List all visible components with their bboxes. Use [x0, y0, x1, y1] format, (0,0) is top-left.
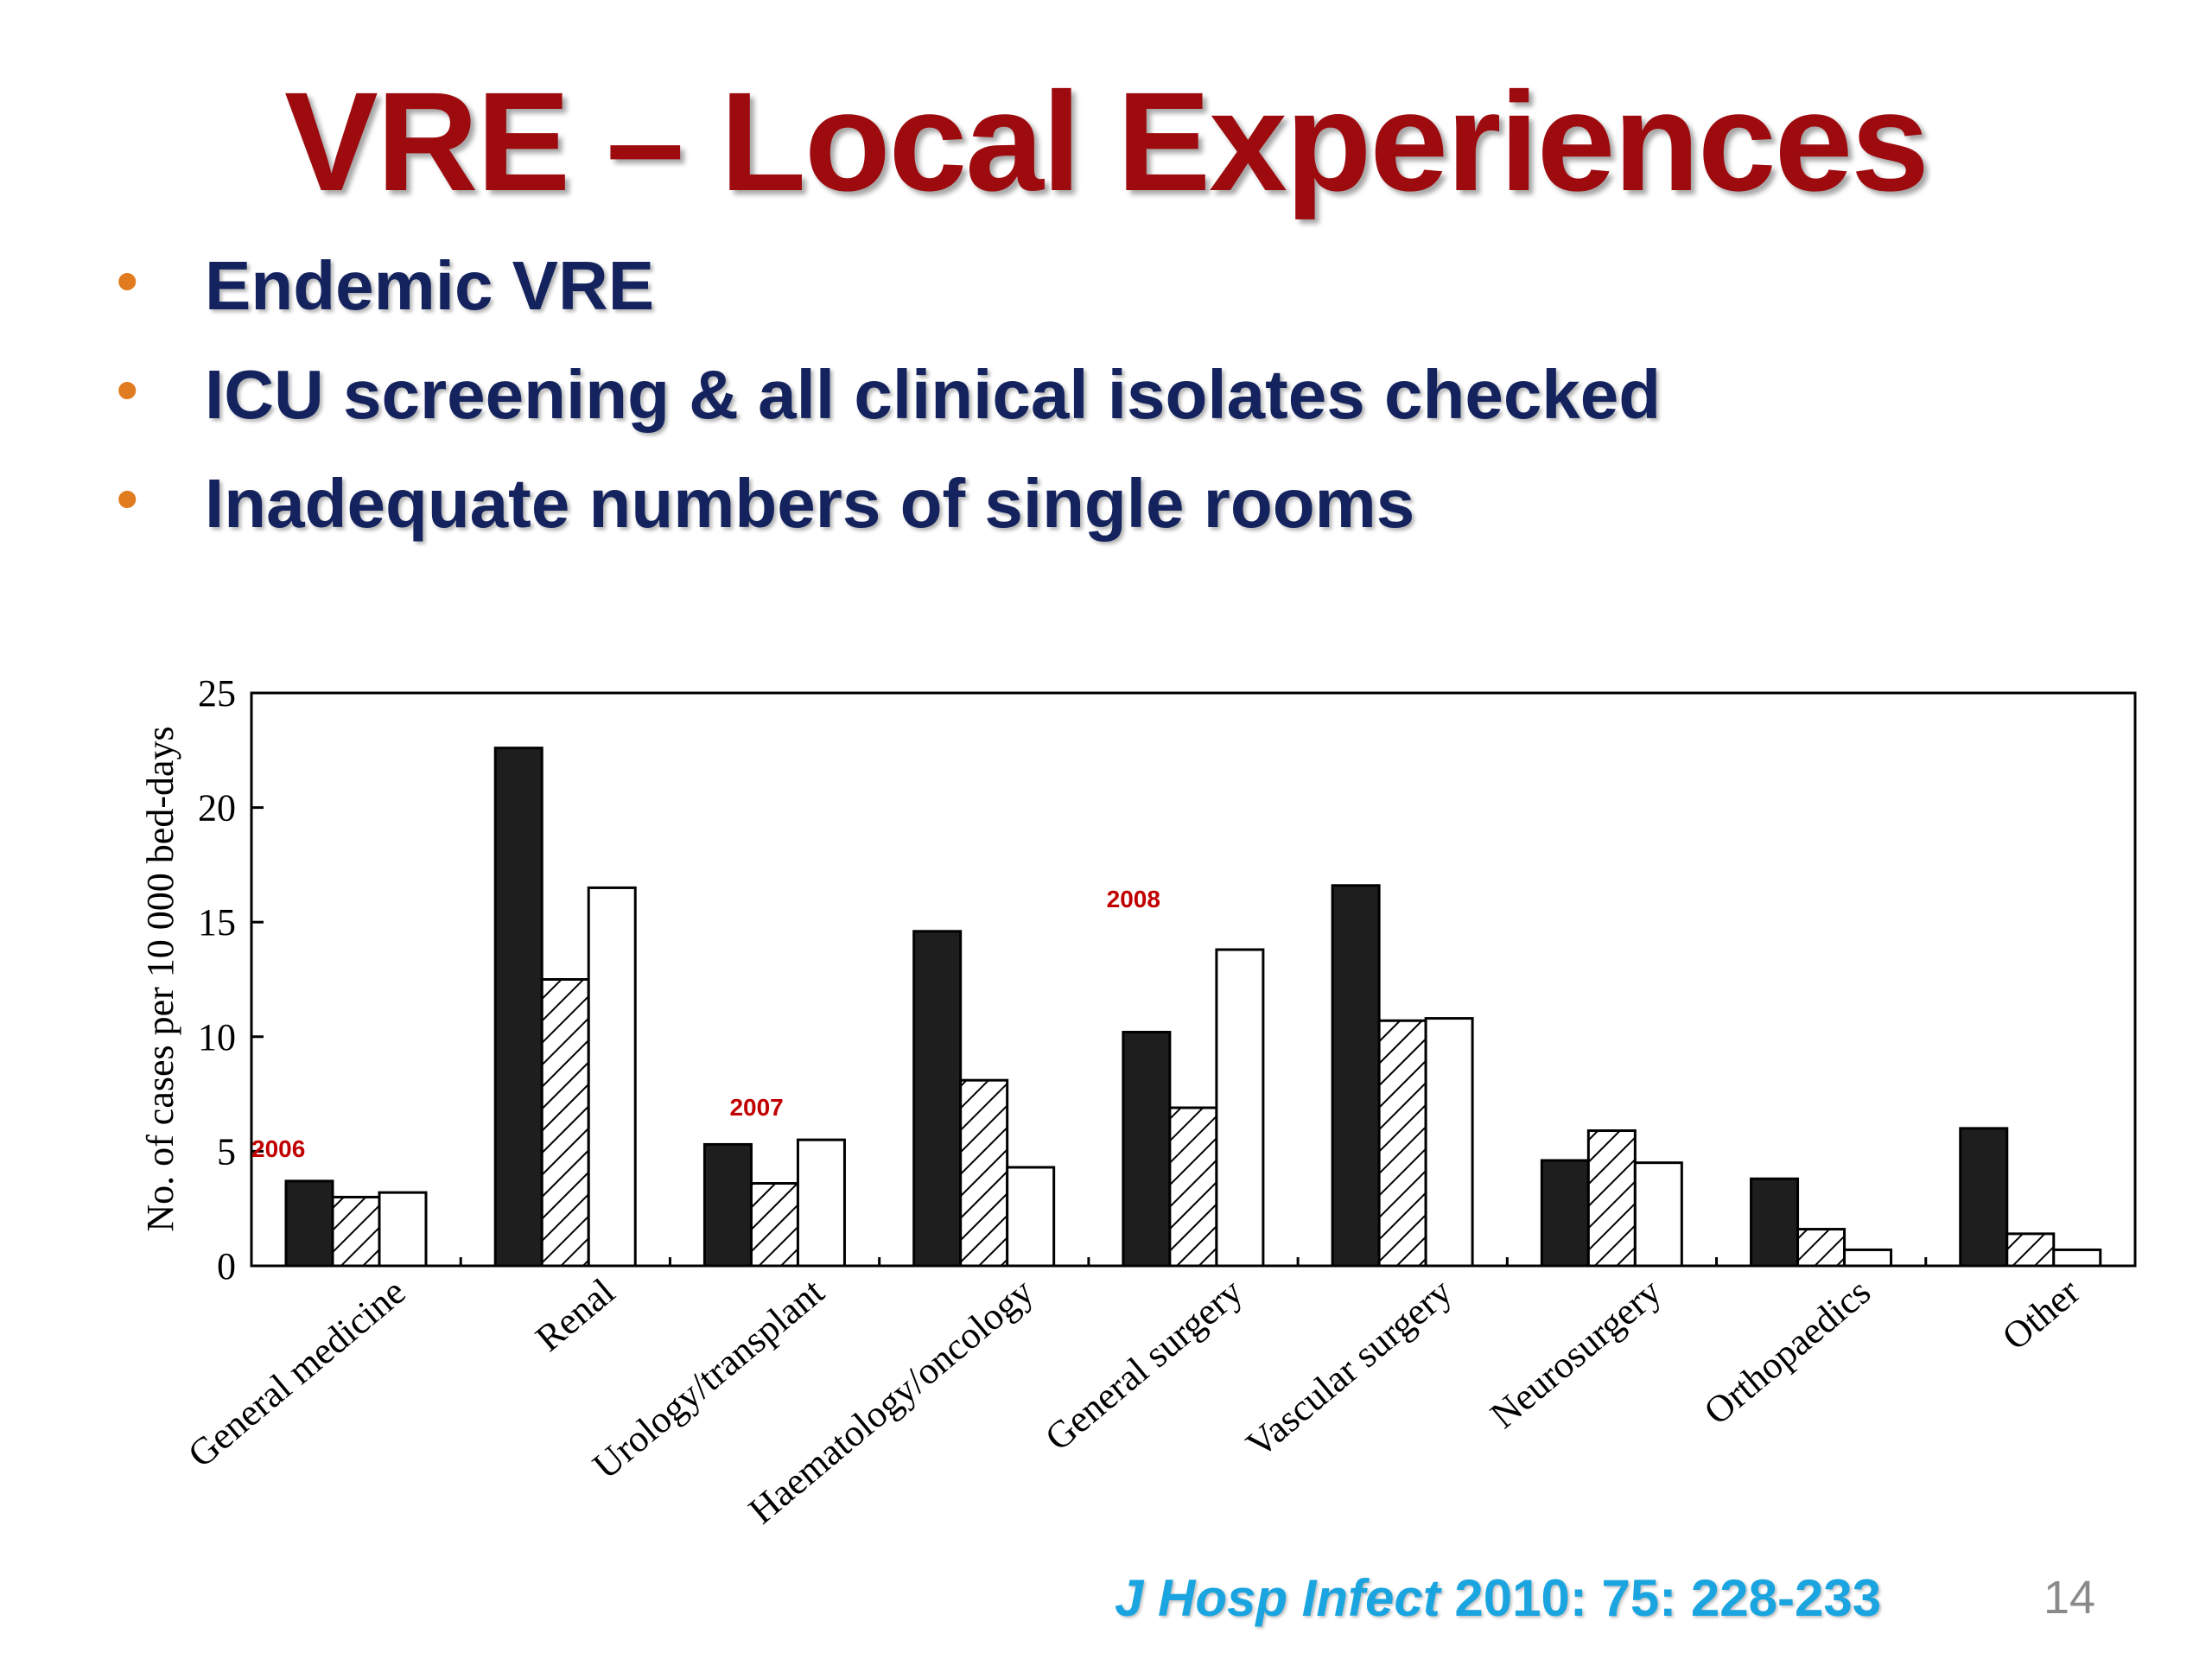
- x-tick-label: Neurosurgery: [1483, 1270, 1669, 1437]
- series-label-2006: 2006: [251, 1135, 305, 1162]
- bar-2006: [1331, 884, 1381, 1268]
- bar-2008: [378, 1191, 428, 1268]
- x-tick-label: General medicine: [180, 1270, 413, 1476]
- citation: J Hosp Infect 2010: 75: 228-233: [1115, 1568, 1881, 1628]
- bullet-text: Endemic VRE: [205, 247, 655, 324]
- y-tick-label: 5: [217, 1130, 236, 1173]
- slide-title: VRE – Local Experiences: [284, 62, 1929, 220]
- bar-2006: [1750, 1177, 1800, 1268]
- bar-2006: [1959, 1127, 2009, 1268]
- bullet-list: • Endemic VRE • ICU screening & all clin…: [112, 246, 2100, 573]
- bar-2007: [1586, 1129, 1637, 1268]
- bar-2007: [1796, 1228, 1847, 1268]
- bar-2007: [331, 1195, 381, 1268]
- bar-2008: [1843, 1248, 1893, 1268]
- bar-2006: [912, 930, 963, 1268]
- bar-2006: [284, 1179, 334, 1268]
- citation-journal: J Hosp Infect: [1115, 1569, 1440, 1627]
- bar-2006: [702, 1142, 753, 1268]
- x-tick-label: Vascular surgery: [1238, 1270, 1459, 1465]
- bullet-dot-icon: •: [117, 247, 138, 315]
- bar-2008: [796, 1138, 846, 1268]
- bar-2006: [1122, 1030, 1172, 1268]
- bar-2008: [1633, 1161, 1683, 1268]
- page-number: 14: [2044, 1572, 2096, 1624]
- bullet-dot-icon: •: [117, 356, 138, 423]
- bar-2007: [959, 1078, 1009, 1268]
- x-tick-label: General surgery: [1037, 1270, 1250, 1459]
- series-label-2008: 2008: [1107, 886, 1160, 912]
- series-label-2007: 2007: [729, 1094, 783, 1121]
- x-tick-label: Other: [1994, 1270, 2088, 1358]
- bar-2008: [1215, 948, 1265, 1268]
- bullet-text: Inadequate numbers of single rooms: [205, 465, 1415, 542]
- y-tick-label: 25: [198, 672, 236, 715]
- bullet-dot-icon: •: [117, 465, 138, 532]
- bar-2007: [1168, 1106, 1218, 1268]
- bar-2007: [540, 978, 590, 1268]
- bar-2007: [1377, 1019, 1427, 1268]
- x-tick-label: Renal: [528, 1270, 623, 1360]
- y-tick-label: 0: [217, 1245, 236, 1287]
- bar-2008: [2052, 1248, 2102, 1268]
- bullet-item: • Endemic VRE: [112, 246, 2100, 355]
- bullet-text: ICU screening & all clinical isolates ch…: [205, 356, 1662, 433]
- y-axis-label: No. of cases per 10 000 bed-days: [139, 726, 181, 1231]
- citation-reference: 2010: 75: 228-233: [1440, 1569, 1882, 1627]
- bar-2006: [1540, 1159, 1590, 1268]
- x-tick-label: Orthopaedics: [1696, 1270, 1878, 1433]
- y-tick-label: 20: [198, 787, 236, 830]
- bar-2008: [1424, 1017, 1474, 1268]
- y-tick-label: 10: [198, 1016, 236, 1058]
- bar-2007: [2005, 1232, 2056, 1268]
- bar-2007: [749, 1182, 799, 1268]
- bullet-item: • Inadequate numbers of single rooms: [112, 464, 2100, 573]
- y-tick-label: 15: [198, 901, 236, 944]
- bullet-item: • ICU screening & all clinical isolates …: [112, 355, 2100, 464]
- bar-2006: [493, 747, 543, 1268]
- bar-2008: [587, 886, 637, 1268]
- bar-2008: [1006, 1166, 1056, 1268]
